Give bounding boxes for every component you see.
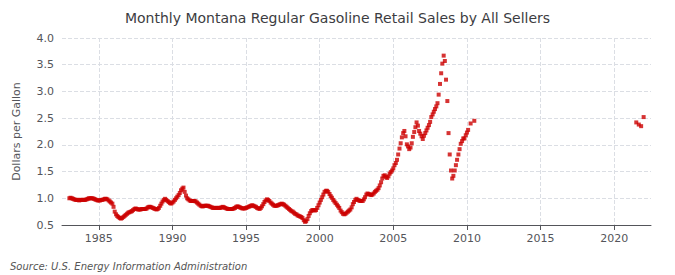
svg-text:2010: 2010 (453, 232, 481, 245)
svg-text:3.0: 3.0 (37, 85, 55, 98)
svg-text:4.0: 4.0 (37, 32, 55, 45)
svg-text:1.0: 1.0 (37, 192, 55, 205)
svg-text:Source: U.S. Energy Informatio: Source: U.S. Energy Information Administ… (10, 261, 247, 272)
svg-text:3.5: 3.5 (37, 58, 55, 71)
svg-text:Monthly Montana Regular Gasoli: Monthly Montana Regular Gasoline Retail … (125, 10, 550, 26)
svg-text:1995: 1995 (232, 232, 260, 245)
svg-text:2005: 2005 (379, 232, 407, 245)
svg-text:2020: 2020 (600, 232, 628, 245)
svg-text:1985: 1985 (85, 232, 113, 245)
svg-text:1990: 1990 (158, 232, 186, 245)
svg-text:1.5: 1.5 (37, 165, 55, 178)
svg-text:2015: 2015 (527, 232, 555, 245)
svg-text:2.0: 2.0 (37, 138, 55, 151)
svg-text:Dollars per Gallon: Dollars per Gallon (10, 82, 23, 181)
svg-text:2000: 2000 (306, 232, 334, 245)
svg-text:0.5: 0.5 (37, 219, 55, 232)
svg-text:2.5: 2.5 (37, 112, 55, 125)
